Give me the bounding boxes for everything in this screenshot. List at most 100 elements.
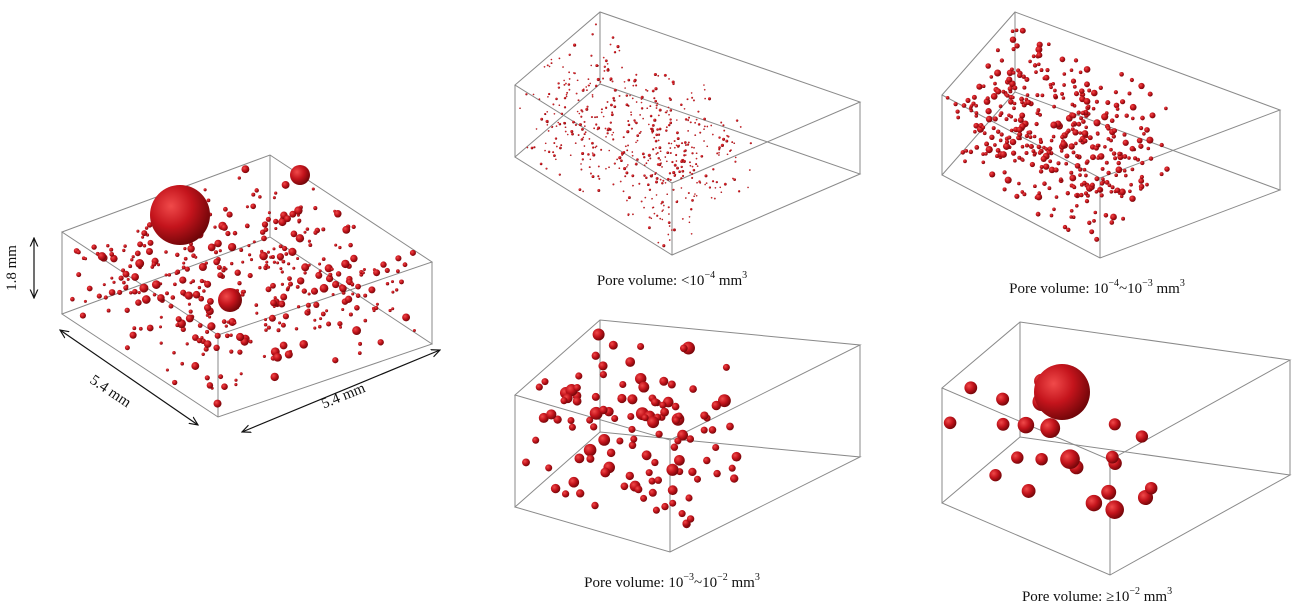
pore [1052, 105, 1056, 109]
pore [649, 489, 657, 497]
pore [658, 134, 660, 136]
pore [1026, 93, 1030, 97]
pore [165, 291, 169, 295]
pore [389, 309, 392, 312]
pore [642, 153, 645, 156]
pore [711, 197, 713, 199]
pore [551, 62, 553, 64]
pore [573, 397, 582, 406]
pore [703, 457, 710, 464]
pore [148, 240, 154, 246]
pore [664, 74, 667, 77]
pore [585, 131, 587, 133]
pore [613, 105, 616, 108]
pore [674, 229, 676, 231]
pore [586, 106, 588, 108]
pore [1047, 42, 1051, 46]
pore [363, 268, 366, 271]
pore [649, 216, 651, 218]
pore [974, 145, 979, 150]
pore [610, 104, 613, 107]
pore [125, 308, 130, 313]
pore [574, 384, 581, 391]
pore [104, 295, 108, 299]
caption-text: ~10 [694, 575, 717, 591]
pore [696, 152, 698, 154]
pore [1005, 140, 1009, 144]
pore [747, 187, 749, 189]
pore [109, 252, 114, 257]
pore [332, 293, 335, 296]
pore [1021, 158, 1025, 162]
pore [1124, 174, 1128, 178]
pore [620, 181, 622, 183]
pore [624, 81, 626, 83]
pore [660, 150, 662, 152]
pore [142, 295, 151, 304]
pore [962, 103, 967, 108]
pore [1017, 127, 1023, 133]
pore [652, 148, 654, 150]
pore [1140, 161, 1144, 165]
pore [1078, 173, 1082, 177]
pore [661, 166, 663, 168]
pore [569, 424, 576, 431]
pore [706, 145, 708, 147]
pore [594, 116, 596, 118]
pore [251, 193, 255, 197]
pore [1003, 187, 1007, 191]
pore [567, 134, 569, 136]
pore [972, 95, 977, 100]
pore [981, 160, 985, 164]
pore [710, 125, 712, 127]
pore [107, 309, 111, 313]
pore [204, 304, 211, 311]
pore [998, 113, 1002, 117]
pore [661, 210, 663, 212]
pore [676, 167, 679, 170]
pore [588, 78, 590, 80]
pore [674, 147, 676, 149]
pore [1049, 85, 1053, 89]
pore [651, 218, 653, 220]
pore [214, 400, 222, 408]
pore [1024, 151, 1028, 155]
pore [738, 190, 740, 192]
pore [545, 464, 552, 471]
pore [273, 261, 276, 264]
pore [1047, 186, 1051, 190]
pore [643, 156, 645, 158]
pore [1000, 132, 1004, 136]
pore [1010, 129, 1014, 133]
pore [225, 333, 230, 338]
pore [632, 98, 634, 100]
pore [668, 114, 670, 116]
pore [659, 159, 661, 161]
pore [600, 371, 607, 378]
pore [302, 288, 307, 293]
pore [135, 299, 141, 305]
caption-text: mm [715, 273, 742, 289]
pore [1039, 140, 1043, 144]
pore [358, 351, 362, 355]
pore [223, 207, 228, 212]
pore [617, 394, 626, 403]
pore [266, 217, 271, 222]
pore [1094, 211, 1098, 215]
pore [135, 259, 144, 268]
pore [1130, 78, 1134, 82]
pore [403, 262, 408, 267]
pore [1137, 138, 1143, 144]
pore [267, 326, 271, 330]
pore [590, 173, 592, 175]
pore [1019, 113, 1025, 119]
pore [582, 89, 585, 92]
pore [1022, 86, 1026, 90]
pore [583, 137, 585, 139]
pore [557, 82, 559, 84]
pore [186, 342, 189, 345]
pore [584, 133, 586, 135]
pore [352, 326, 361, 335]
pore [646, 90, 648, 92]
pore [1050, 214, 1054, 218]
